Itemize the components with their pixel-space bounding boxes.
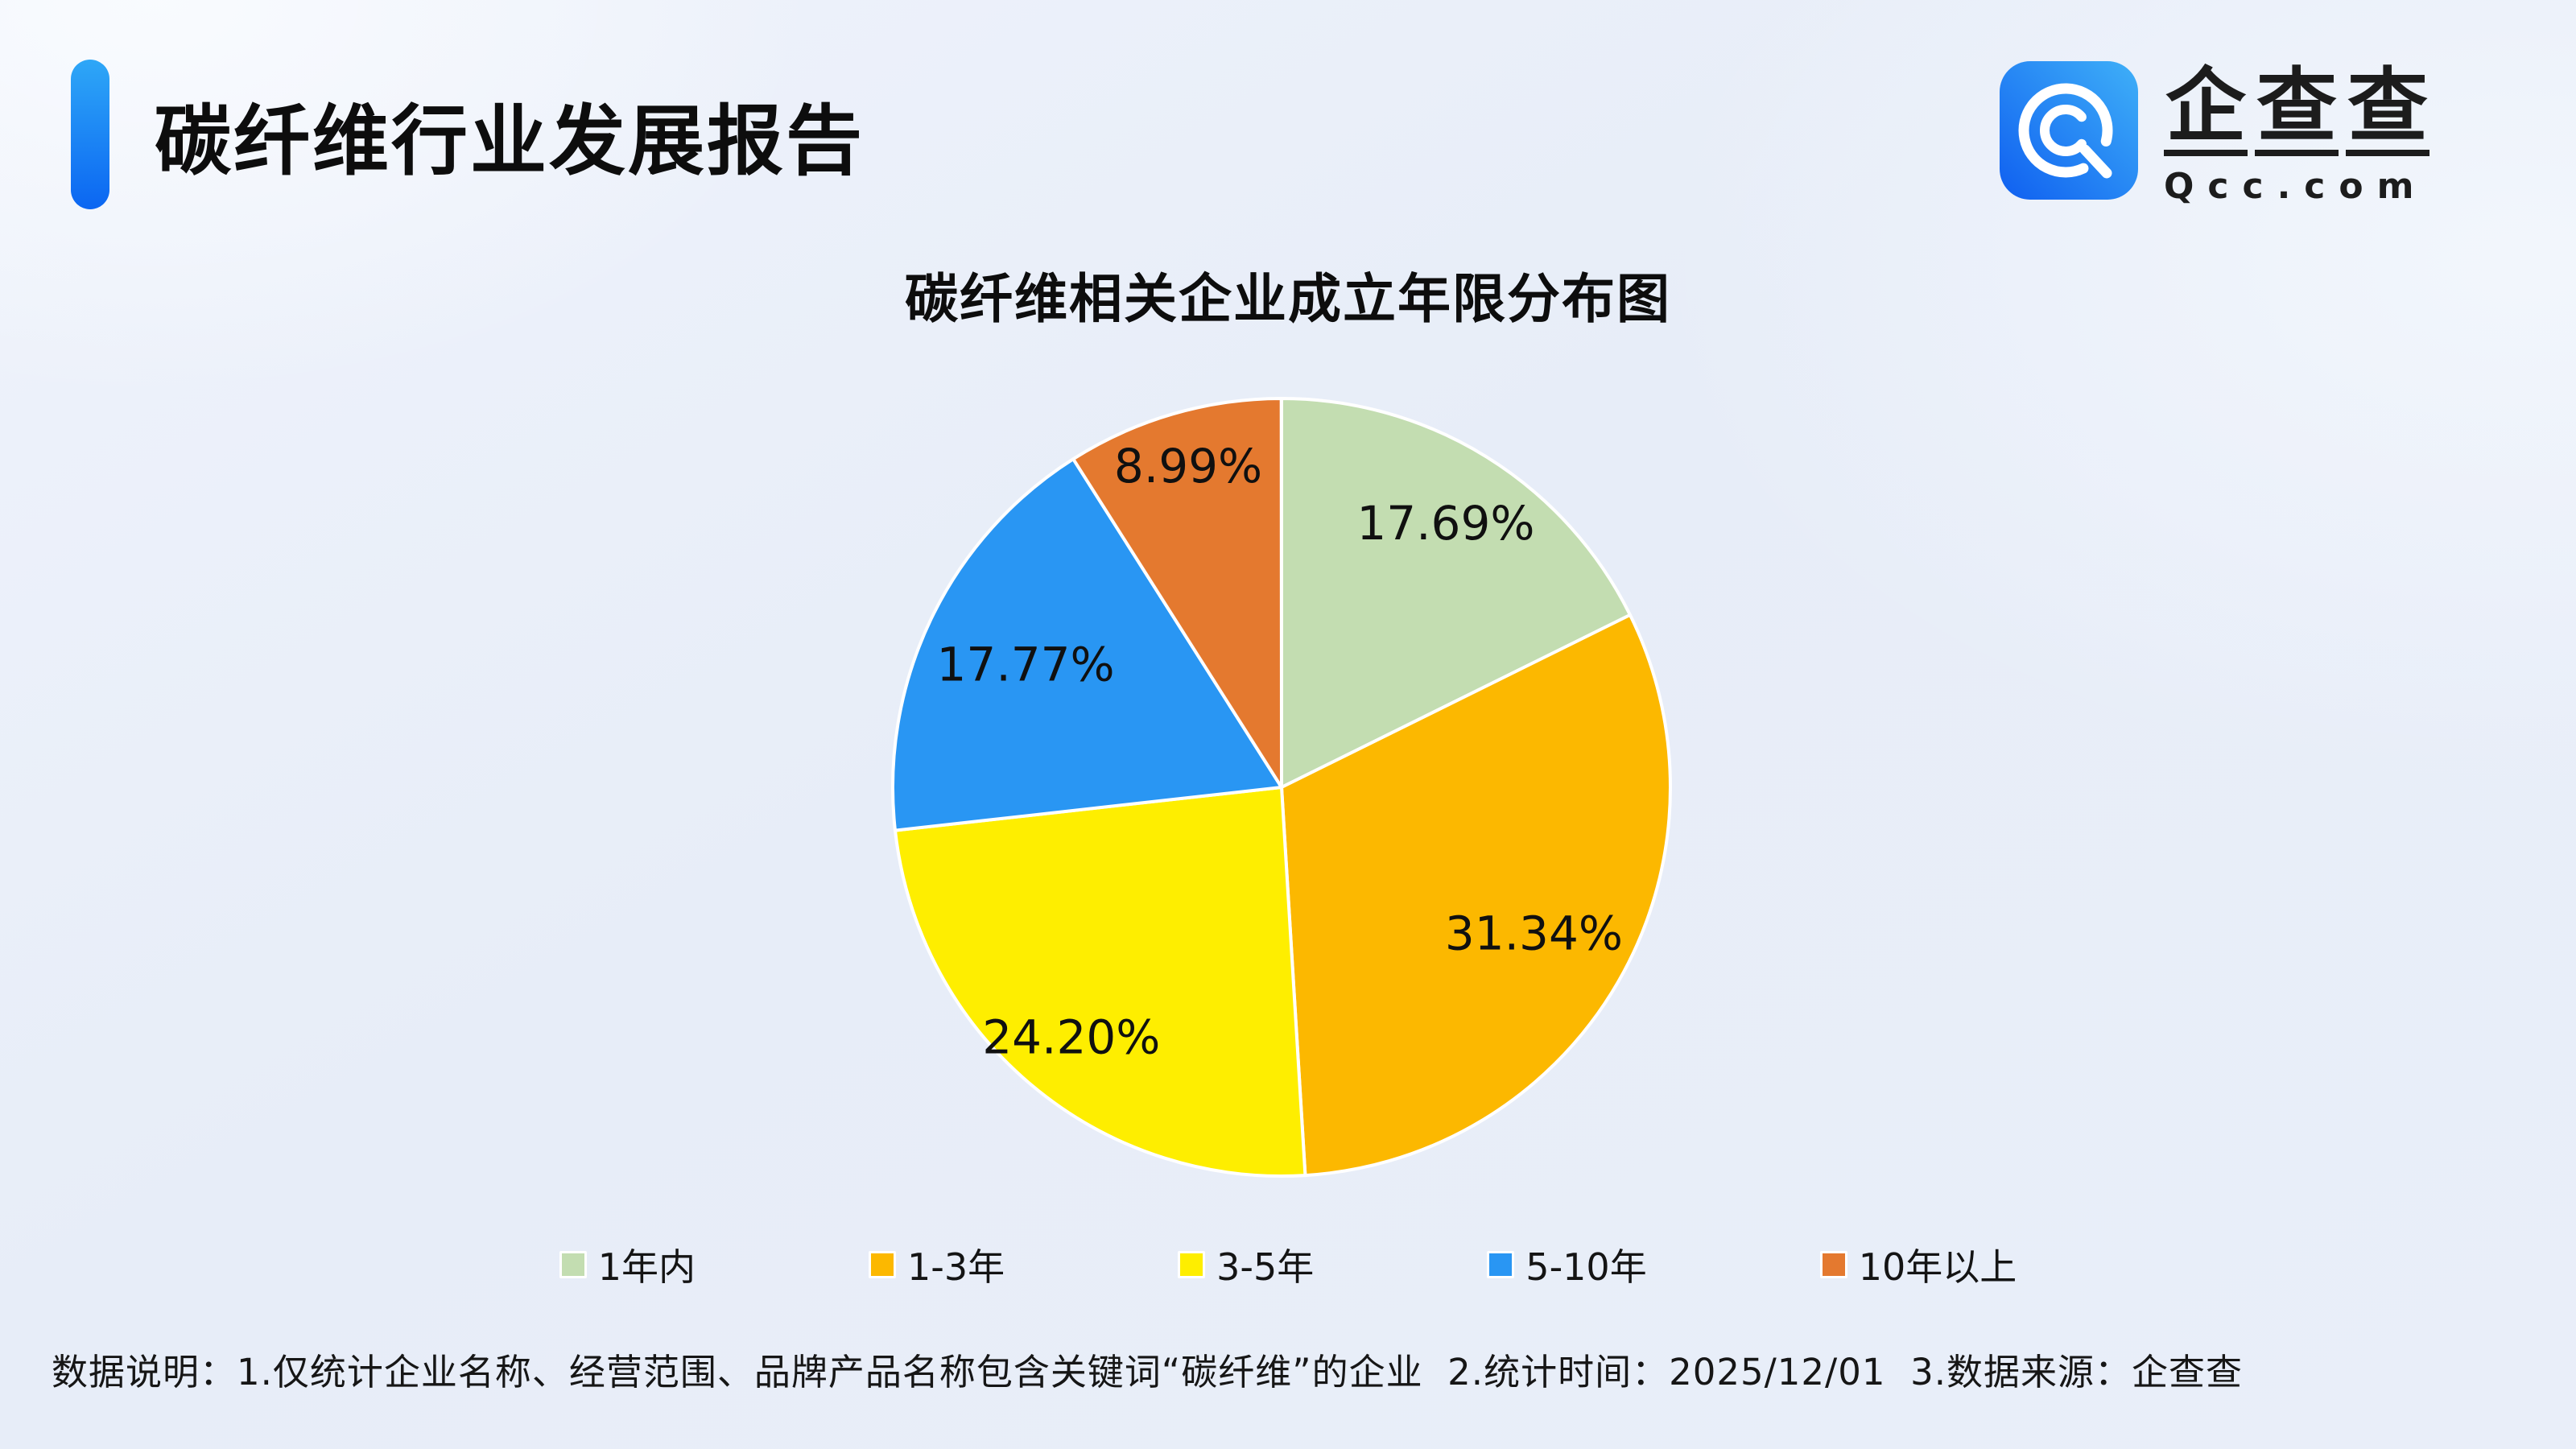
pie-slice-label-1: 17.69% [1356,496,1534,551]
legend-label: 5-10年 [1525,1245,1647,1289]
data-note: 数据说明：1.仅统计企业名称、经营范围、品牌产品名称包含关键词“碳纤维”的企业 … [52,1351,2244,1393]
legend-item-4: 5-10年 [1487,1238,1647,1291]
legend-item-5: 10年以上 [1819,1238,2017,1291]
legend-swatch-icon [1178,1251,1206,1278]
brand-domain: Qcc.com [2164,166,2428,207]
legend-swatch-icon [1819,1251,1847,1278]
pie-chart: 17.69% 31.34% 24.20% 17.77% 8.99% [890,397,1672,1178]
brand-char: 查 [2255,66,2339,156]
pie-slice-1 [1280,397,1632,789]
legend-label: 10年以上 [1858,1245,2017,1289]
pie-slice-3 [893,786,1307,1178]
pie-slice-2 [1280,613,1672,1178]
pie-slice-4 [890,457,1283,832]
legend-swatch-icon [559,1251,587,1278]
qcc-logo-icon [2000,61,2138,200]
legend-label: 3-5年 [1216,1245,1315,1289]
pie-slice-5 [1071,397,1283,789]
legend-label: 1年内 [597,1245,696,1289]
pie-slice-label-4: 17.77% [937,638,1115,692]
legend-label: 1-3年 [907,1245,1005,1289]
chart-title: 碳纤维相关企业成立年限分布图 [905,268,1671,330]
qcc-wordmark: 企查查 Qcc.com [2164,61,2429,207]
pie-slice-label-3: 24.20% [982,1010,1160,1065]
pie-slice-label-2: 31.34% [1445,906,1623,961]
legend-item-3: 3-5年 [1178,1238,1314,1291]
legend-swatch-icon [1487,1251,1515,1278]
qcc-logo: 企查查 Qcc.com [2000,61,2429,207]
brand-name: 企查查 [2164,66,2429,156]
legend-item-1: 1年内 [559,1238,696,1291]
page-title: 碳纤维行业发展报告 [155,97,865,186]
title-accent-bar [71,60,109,209]
brand-char: 企 [2164,66,2248,156]
pie-slice-label-5: 8.99% [1114,439,1262,493]
legend-swatch-icon [869,1251,897,1278]
chart-legend: 1年内 1-3年 3-5年 5-10年 10年以上 [0,1238,2576,1291]
legend-item-2: 1-3年 [869,1238,1005,1291]
brand-char: 查 [2346,66,2429,156]
